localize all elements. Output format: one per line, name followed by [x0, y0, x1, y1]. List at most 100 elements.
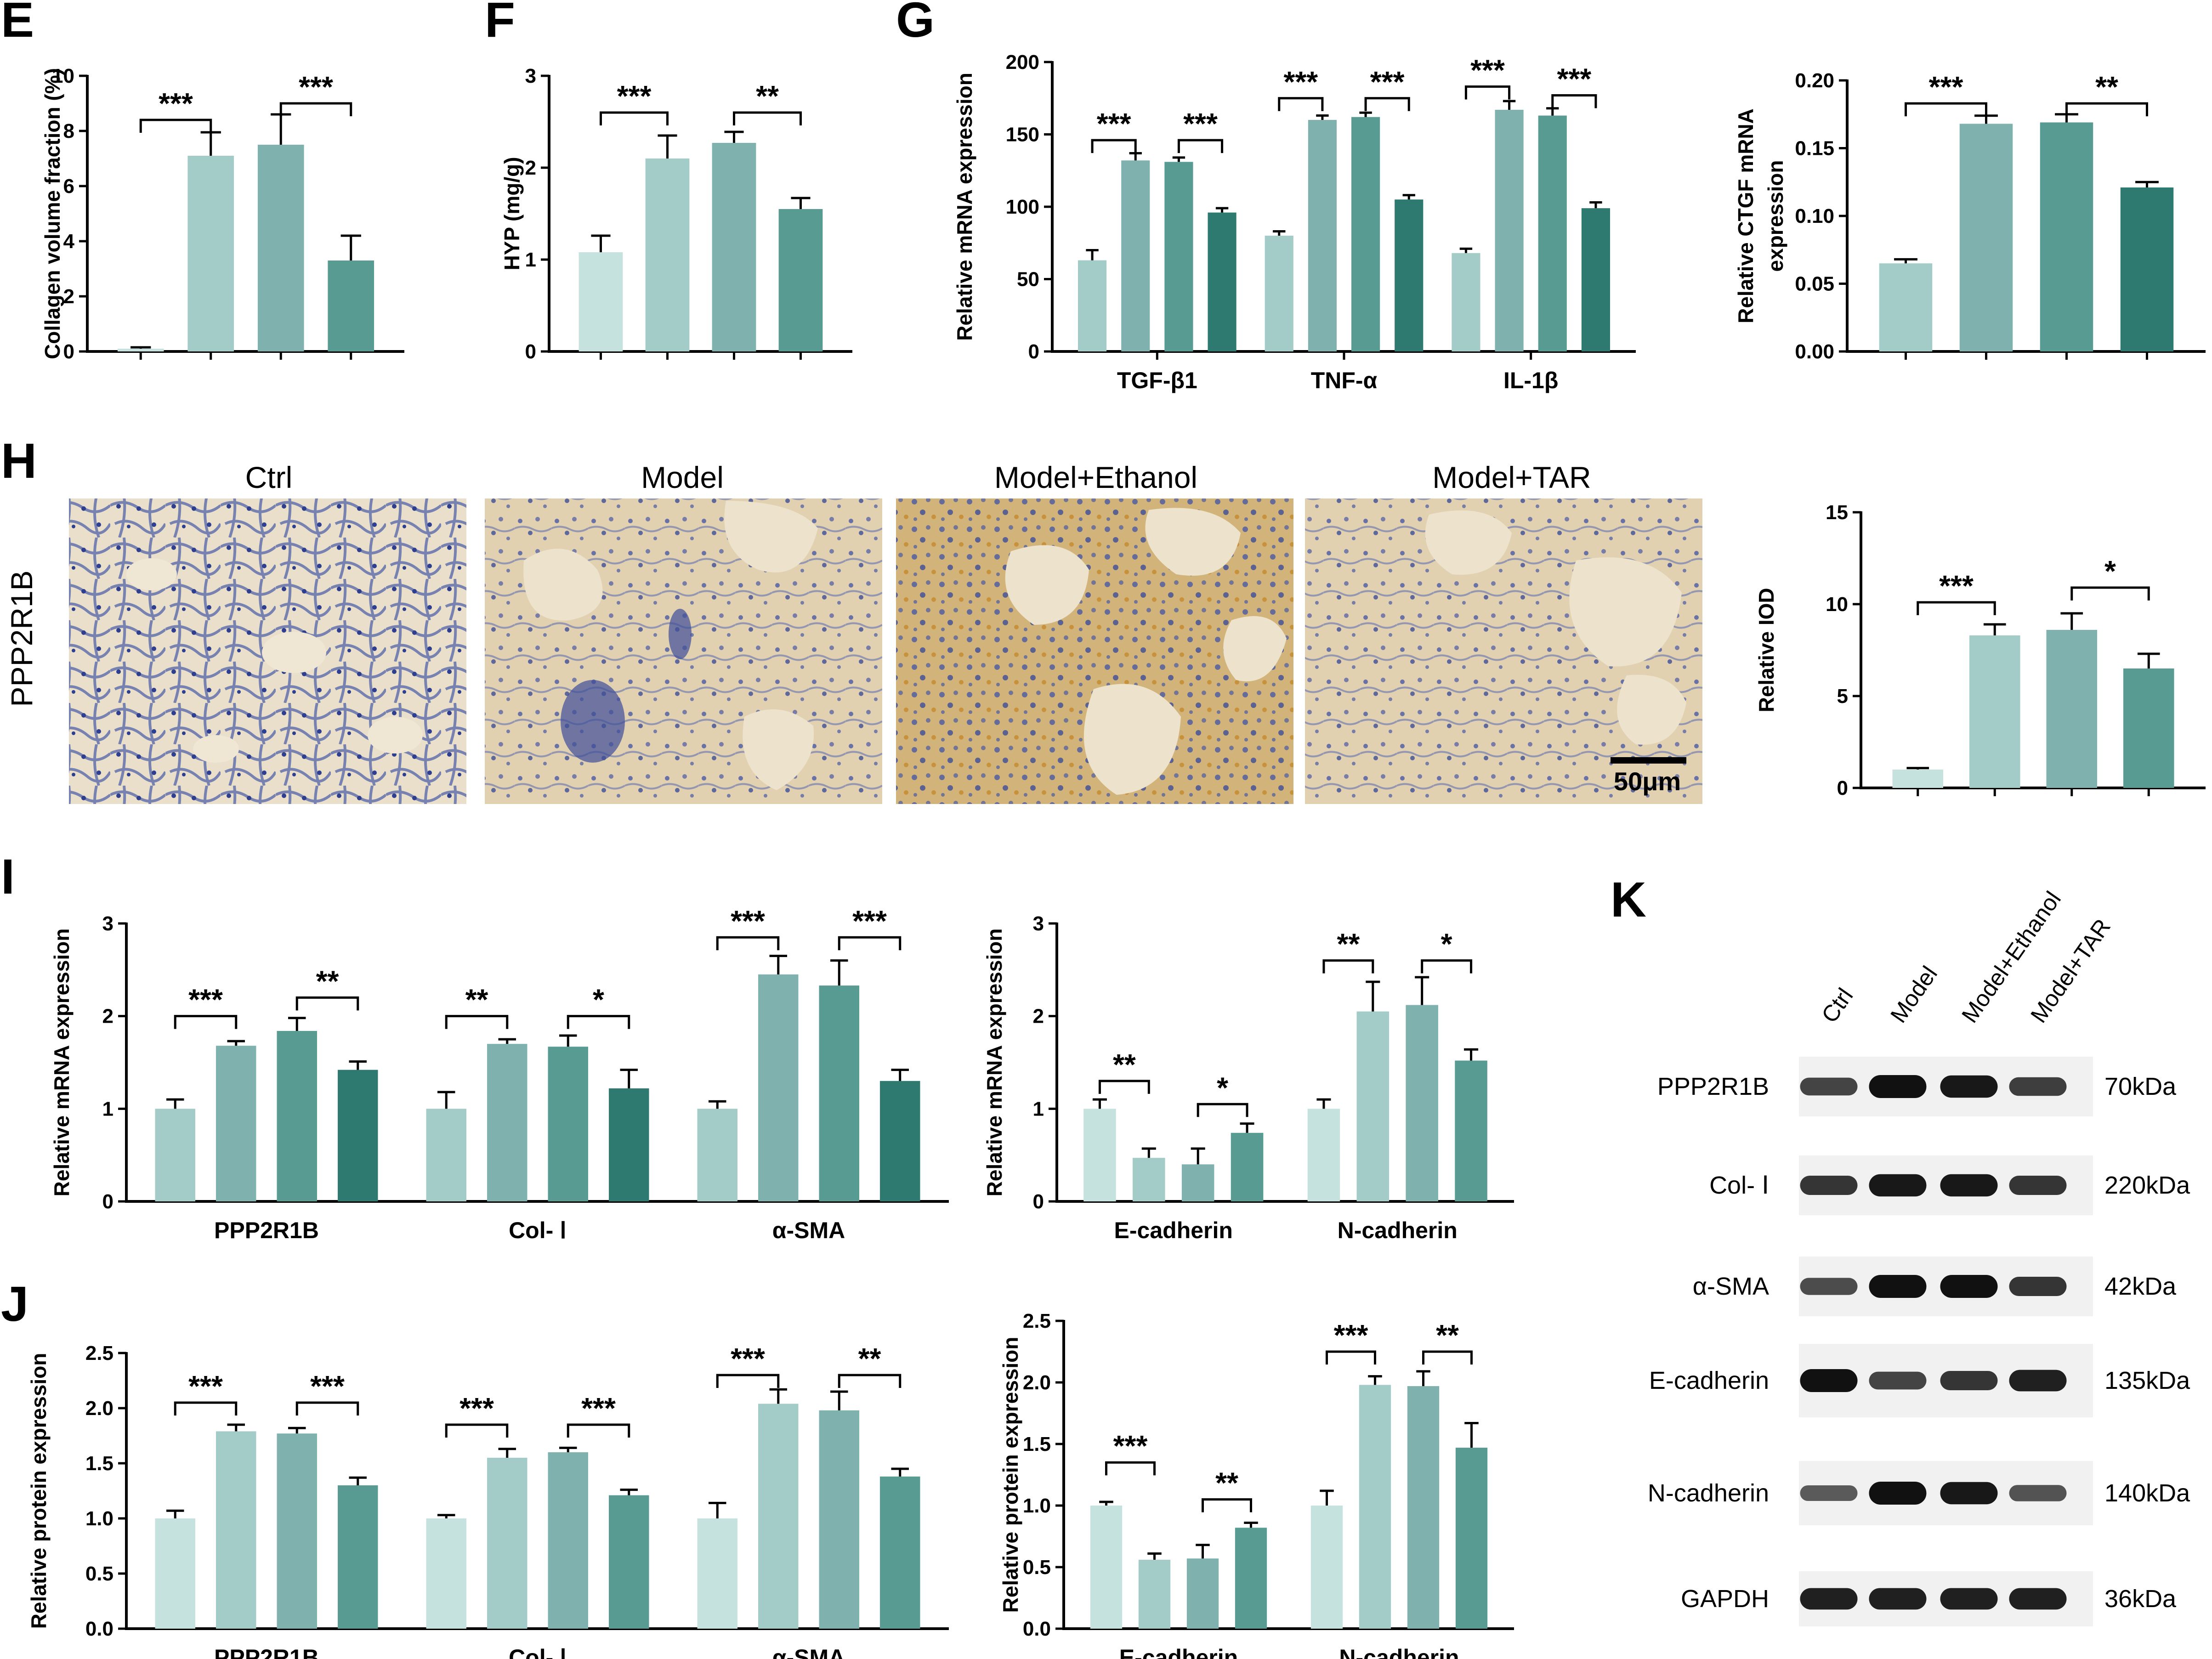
y-tick-label: 0.05	[1795, 273, 1834, 295]
bar	[1892, 770, 1944, 788]
significance-label: **	[756, 79, 779, 113]
y-tick-label: 0.00	[1795, 340, 1834, 363]
bar	[1310, 1506, 1343, 1629]
bar	[1538, 115, 1567, 352]
blot-band	[2009, 1176, 2067, 1195]
significance-label: *	[2104, 555, 2116, 588]
chart-fibrosis-mrna: 0 1 2 3 Relative mRNA expression PPP2R1B Col- …	[50, 904, 949, 1243]
significance-bracket	[174, 1015, 238, 1029]
significance-bracket	[1322, 959, 1374, 974]
y-tick-label: 10	[52, 65, 74, 87]
y-tick-label: 0.0	[1023, 1618, 1051, 1640]
significance-bracket	[1364, 97, 1410, 111]
y-tick-label: 0	[1837, 777, 1848, 799]
significance-bracket	[1326, 1350, 1376, 1365]
blot-band	[2009, 1485, 2067, 1501]
bar	[1307, 1109, 1340, 1201]
y-tick-label: 1	[1033, 1098, 1044, 1120]
significance-label: ***	[731, 904, 765, 937]
bar	[579, 252, 623, 351]
bar	[1308, 120, 1337, 351]
bar	[1138, 1559, 1171, 1629]
x-category-label: N-cadherin	[1339, 1645, 1459, 1659]
significance-bracket	[295, 996, 359, 1011]
y-tick-label: 1	[102, 1098, 113, 1120]
significance-bracket	[1177, 139, 1224, 153]
y-tick-label: 0	[63, 340, 74, 363]
chart-fibrosis-protein: 0.0 0.5 1.0 1.5 2.0 2.5 Relative protein expre…	[27, 1342, 949, 1659]
micrograph-panel: PPP2R1B Ctrl Model Model+Ethanol Model+T…	[5, 460, 1702, 804]
significance-bracket	[445, 1423, 509, 1438]
y-axis-title: Relative CTGF mRNA	[1734, 108, 1758, 323]
bar	[216, 1046, 256, 1201]
y-tick-label: 1.5	[1023, 1433, 1051, 1455]
bar	[1078, 260, 1107, 351]
significance-bracket	[1464, 85, 1511, 100]
bar	[1090, 1506, 1123, 1629]
y-tick-label: 1.0	[85, 1507, 113, 1530]
y-tick-label: 2.0	[1023, 1371, 1051, 1394]
significance-bracket	[1105, 1461, 1156, 1476]
blot-band	[1940, 1371, 1998, 1390]
micrograph-model	[485, 498, 882, 804]
y-tick-label: 3	[102, 912, 113, 935]
y-tick-label: 0	[1028, 340, 1039, 363]
y-axis-title: Relative protein expression	[998, 1337, 1022, 1613]
significance-label: ***	[188, 983, 223, 1016]
bar	[2120, 187, 2174, 351]
micrograph-model-ethanol	[896, 498, 1293, 804]
y-tick-label: 50	[1017, 268, 1039, 291]
significance-label: **	[1436, 1319, 1459, 1352]
x-category-label: PPP2R1B	[214, 1645, 319, 1659]
bar	[697, 1109, 737, 1201]
bar	[2046, 630, 2098, 788]
blot-band	[2009, 1077, 2067, 1096]
significance-label: ***	[731, 1342, 765, 1375]
micrograph-row-label: PPP2R1B	[5, 570, 39, 707]
x-category-label: TNF-α	[1311, 368, 1378, 393]
y-tick-label: 150	[1006, 124, 1039, 146]
significance-bracket	[295, 1401, 359, 1416]
panel-letter-k: K	[1611, 872, 1646, 927]
y-tick-label: 2.0	[85, 1397, 113, 1420]
bar	[338, 1485, 378, 1629]
chart-ctgf-mrna: 0.00 0.05 0.10 0.15 0.20 Relative CTGF mRNA ex…	[1734, 69, 2206, 363]
significance-bracket	[567, 1015, 630, 1029]
blot-band	[1800, 1176, 1858, 1195]
bar	[155, 1518, 195, 1629]
significance-label: ***	[1557, 62, 1591, 95]
significance-label: ***	[1183, 107, 1218, 140]
x-category-label: Col- Ⅰ	[509, 1217, 567, 1243]
y-tick-label: 3	[1033, 912, 1044, 935]
y-axis-title: Relative protein expression	[27, 1353, 51, 1629]
blot-band	[1940, 1275, 1998, 1298]
significance-bracket	[838, 936, 902, 951]
blot-band	[1800, 1588, 1858, 1610]
bar	[880, 1081, 920, 1201]
y-tick-label: 0.5	[1023, 1556, 1051, 1579]
bar	[1351, 117, 1380, 351]
bar	[1121, 160, 1150, 351]
y-tick-label: 200	[1006, 51, 1039, 74]
bar	[117, 349, 164, 351]
bar	[1581, 208, 1610, 351]
y-tick-label: 2.5	[85, 1342, 113, 1365]
x-category-label: Col- Ⅰ	[509, 1645, 567, 1659]
bar	[1231, 1132, 1264, 1201]
significance-label: **	[465, 983, 488, 1016]
significance-label: ***	[1929, 70, 1963, 103]
bar	[1406, 1005, 1438, 1201]
significance-bracket	[567, 1423, 630, 1438]
bar	[426, 1518, 466, 1629]
significance-bracket	[174, 1401, 238, 1416]
significance-label: ***	[1097, 107, 1131, 140]
bar	[1969, 635, 2020, 788]
blot-lane-label: Ctrl	[1816, 983, 1858, 1027]
blot-kda-label: 220kDa	[2104, 1172, 2190, 1199]
bar	[487, 1044, 527, 1201]
bar	[1452, 253, 1480, 351]
significance-label: **	[2095, 70, 2118, 103]
x-category-label: IL-1β	[1503, 368, 1558, 393]
